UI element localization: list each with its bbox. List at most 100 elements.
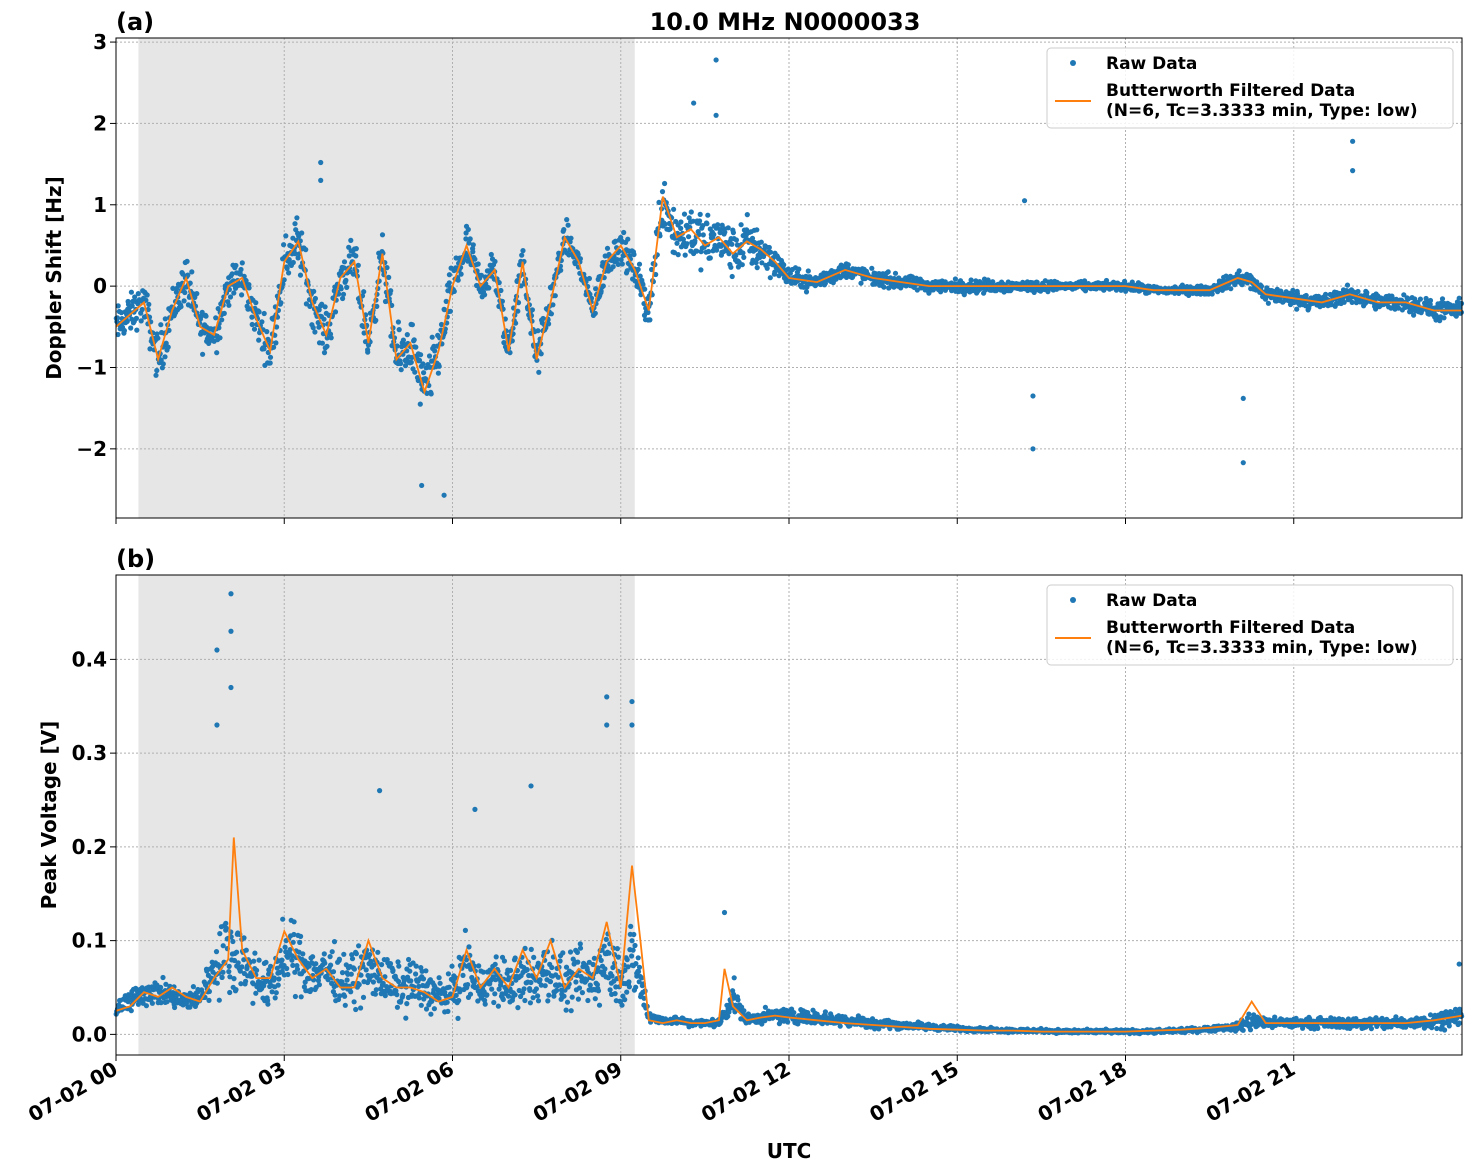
raw-data-point: [700, 232, 706, 238]
raw-data-point: [561, 993, 567, 999]
raw-data-point: [749, 235, 756, 241]
raw-data-point: [492, 258, 498, 265]
raw-data-outlier: [713, 57, 719, 63]
raw-data-point: [129, 303, 135, 309]
raw-data-point: [492, 961, 498, 967]
raw-data-point: [1045, 289, 1051, 295]
raw-data-point: [626, 984, 633, 990]
raw-data-point: [394, 992, 400, 998]
raw-data-point: [219, 974, 225, 981]
raw-data-point: [674, 240, 680, 246]
raw-data-point: [629, 938, 635, 944]
raw-data-point: [406, 956, 412, 963]
raw-data-point: [149, 1000, 155, 1006]
raw-data-point: [403, 1015, 409, 1021]
raw-data-point: [355, 262, 361, 268]
raw-data-point: [395, 319, 401, 325]
raw-data-point: [592, 996, 598, 1002]
raw-data-point: [418, 1002, 424, 1008]
raw-data-point: [475, 261, 481, 267]
raw-data-point: [563, 1007, 569, 1013]
raw-data-point: [144, 292, 150, 298]
raw-data-point: [416, 995, 422, 1001]
raw-data-point: [767, 275, 773, 281]
raw-data-outlier: [1350, 168, 1356, 174]
raw-data-point: [223, 920, 229, 927]
raw-data-point: [805, 268, 811, 274]
raw-data-point: [322, 960, 328, 966]
raw-data-point: [375, 949, 381, 955]
raw-data-outlier: [318, 177, 324, 183]
raw-data-point: [311, 288, 317, 294]
raw-data-point: [435, 370, 441, 376]
raw-data-point: [394, 1004, 400, 1010]
raw-data-point: [128, 325, 134, 331]
raw-data-point: [163, 340, 169, 346]
raw-data-outlier: [713, 112, 719, 118]
raw-data-point: [1355, 288, 1361, 295]
raw-data-point: [671, 206, 677, 212]
raw-data-point: [316, 324, 322, 330]
raw-data-point: [601, 943, 607, 949]
raw-data-point: [744, 212, 750, 218]
raw-data-point: [791, 1010, 797, 1016]
raw-data-point: [455, 1015, 461, 1022]
raw-data-point: [252, 950, 258, 956]
raw-data-point: [579, 990, 586, 996]
raw-data-point: [398, 360, 404, 367]
raw-data-point: [647, 317, 653, 323]
raw-data-point: [404, 332, 410, 338]
raw-data-point: [781, 262, 787, 268]
raw-data-point: [256, 337, 262, 343]
raw-data-point: [735, 997, 741, 1003]
raw-data-point: [332, 992, 338, 998]
raw-data-point: [758, 239, 764, 245]
raw-data-point: [632, 278, 638, 284]
raw-data-point: [438, 321, 445, 328]
raw-data-point: [535, 998, 542, 1004]
raw-data-point: [449, 963, 455, 969]
raw-data-point: [498, 287, 504, 294]
raw-data-point: [300, 951, 306, 957]
raw-data-point: [227, 989, 233, 996]
raw-data-point: [170, 285, 176, 291]
raw-data-point: [132, 294, 138, 300]
raw-data-point: [785, 1019, 791, 1025]
raw-data-point: [444, 999, 450, 1005]
raw-data-point: [513, 320, 519, 326]
raw-data-point: [290, 259, 296, 266]
raw-data-point: [592, 310, 598, 316]
raw-data-point: [356, 943, 362, 949]
raw-data-point: [729, 241, 735, 247]
raw-data-point: [631, 931, 637, 938]
raw-data-point: [428, 391, 434, 397]
raw-data-point: [730, 230, 737, 236]
raw-data-outlier: [691, 100, 697, 106]
raw-data-point: [237, 271, 243, 277]
raw-data-point: [341, 265, 347, 271]
raw-data-point: [645, 309, 651, 316]
raw-data-point: [635, 955, 641, 961]
raw-data-point: [619, 261, 625, 267]
raw-data-point: [292, 221, 298, 227]
raw-data-point: [133, 315, 139, 321]
raw-data-point: [358, 1005, 364, 1011]
raw-data-outlier: [1030, 446, 1036, 452]
raw-data-point: [227, 294, 234, 300]
raw-data-point: [619, 1002, 625, 1008]
raw-data-point: [682, 252, 688, 258]
raw-data-point: [413, 963, 419, 969]
raw-data-point: [139, 306, 145, 313]
raw-data-point: [187, 280, 193, 286]
raw-data-point: [341, 951, 347, 957]
raw-data-point: [321, 316, 327, 322]
raw-data-point: [467, 991, 474, 997]
raw-data-point: [312, 295, 318, 302]
raw-data-point: [206, 997, 212, 1004]
raw-data-point: [353, 1006, 359, 1013]
y-tick-label: 2: [93, 111, 107, 135]
raw-data-point: [349, 956, 356, 962]
raw-data-point: [272, 995, 278, 1001]
raw-data-point: [341, 259, 348, 265]
raw-data-point: [822, 280, 829, 286]
